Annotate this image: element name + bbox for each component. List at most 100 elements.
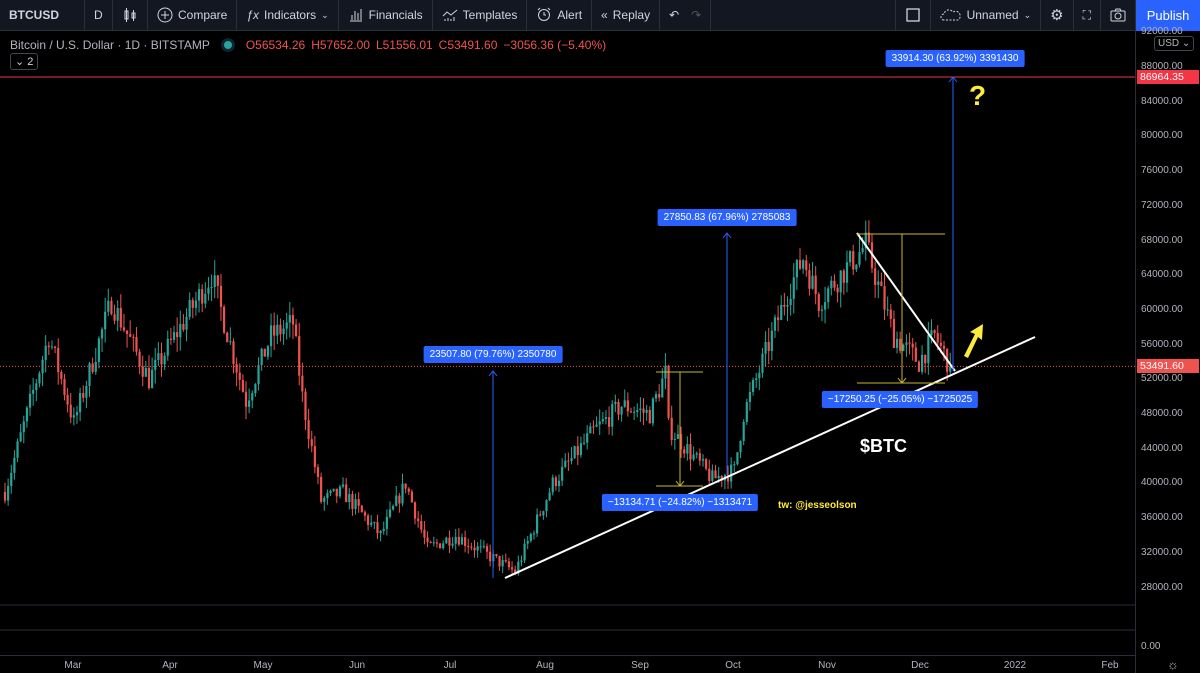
candle-body	[69, 404, 72, 418]
candle-body	[679, 434, 683, 450]
redo-icon[interactable]: ↷	[691, 8, 702, 22]
candle-body	[845, 262, 849, 283]
candle-body	[213, 275, 216, 287]
candle-body	[392, 505, 395, 510]
candle-body	[573, 446, 576, 458]
candle-body	[542, 511, 545, 516]
candle-body	[933, 330, 936, 333]
candle-body	[470, 546, 473, 548]
price-tick: 32000.00	[1141, 546, 1183, 558]
candle-body	[670, 417, 673, 440]
candle-body	[498, 555, 501, 567]
candle-body	[582, 442, 586, 444]
chart-type-button[interactable]	[113, 0, 148, 31]
financials-button[interactable]: Financials	[339, 0, 433, 31]
candle-body	[28, 393, 32, 408]
candle-body	[523, 543, 526, 561]
interval-button[interactable]: D	[85, 0, 113, 31]
candle-body	[886, 309, 889, 311]
time-tick: Mar	[64, 660, 82, 671]
candle-body	[811, 275, 814, 289]
candle-body	[363, 512, 367, 516]
candle-body	[792, 277, 795, 299]
candle-body	[808, 270, 811, 289]
candle-body	[94, 361, 97, 372]
symbol-search-button[interactable]: BTCUSD	[0, 0, 85, 31]
publish-button[interactable]: Publish	[1136, 0, 1200, 31]
candle-body	[442, 543, 445, 549]
candle-body	[676, 434, 680, 439]
candle-body	[345, 484, 348, 503]
candle-body	[248, 400, 251, 407]
price-axis[interactable]: USD ⌄ 92000.00 88000.00 84000.00 80000.00 76…	[1135, 26, 1200, 673]
compare-button[interactable]: Compare	[148, 0, 238, 31]
candle-body	[514, 569, 517, 574]
layout-button[interactable]	[896, 0, 931, 31]
candle-body	[107, 300, 110, 312]
candle-body	[686, 444, 689, 454]
candle-body	[507, 561, 511, 568]
alert-button[interactable]: Alert	[527, 0, 593, 31]
candle-body	[160, 353, 163, 365]
candle-body	[216, 275, 219, 286]
candle-body	[320, 476, 323, 502]
candle-body	[251, 393, 254, 401]
candle-body	[32, 389, 35, 394]
candle-body	[695, 453, 698, 455]
candle-body	[604, 417, 608, 420]
candle-body	[366, 515, 370, 525]
candle-body	[445, 537, 448, 544]
candle-body	[266, 346, 270, 357]
snapshot-button[interactable]	[1101, 0, 1136, 31]
undo-icon[interactable]: ↶	[669, 8, 680, 22]
price-label: 53491.60	[1137, 359, 1199, 374]
candle-body	[698, 453, 701, 461]
fx-icon: ƒx	[246, 8, 260, 22]
candle-body	[495, 554, 498, 556]
candle-body	[689, 444, 692, 460]
symbol-legend: Bitcoin / U.S. Dollar · 1D · BITSTAMP O5…	[10, 38, 606, 52]
measure-label-1: 23507.80 (79.76%) 2350780	[423, 346, 563, 363]
candle-body	[22, 421, 25, 433]
candle-body	[564, 460, 567, 467]
candle-body	[291, 315, 295, 325]
candle-body	[902, 344, 905, 351]
measure-label-5: −17250.25 (−25.05%) −1725025	[821, 391, 979, 408]
candle-body	[802, 260, 805, 269]
replay-button[interactable]: «Replay	[592, 0, 661, 31]
indicators-button[interactable]: ƒx Indicators ⌄	[237, 0, 339, 31]
candle-body	[97, 338, 100, 362]
layout-name-button[interactable]: Unnamed ⌄	[931, 0, 1042, 31]
candle-body	[169, 338, 172, 340]
fullscreen-button[interactable]: ⛶	[1074, 0, 1101, 31]
arrow-up-icon	[948, 76, 958, 83]
symbol-title: Bitcoin / U.S. Dollar · 1D · BITSTAMP	[10, 38, 210, 52]
candle-body	[726, 475, 730, 482]
currency-selector[interactable]: USD ⌄	[1154, 36, 1195, 51]
candle-body	[733, 464, 736, 466]
candle-body	[116, 308, 119, 321]
arrow-up-icon	[722, 232, 732, 239]
candle-body	[288, 315, 291, 323]
collapse-indicators-button[interactable]: ⌄ 2	[10, 53, 39, 70]
top-toolbar: BTCUSD D Compare ƒx Indicators ⌄ Financial…	[0, 0, 1200, 31]
axis-settings-icon[interactable]: ☼	[1167, 657, 1179, 672]
candle-body	[705, 459, 708, 469]
settings-button[interactable]: ⚙	[1041, 0, 1074, 31]
plus-circle-icon	[157, 7, 173, 23]
templates-button[interactable]: Templates	[433, 0, 528, 31]
candle-body	[398, 495, 401, 504]
candle-body	[467, 545, 470, 547]
candle-body	[395, 495, 398, 506]
candle-body	[526, 540, 529, 544]
candle-body	[836, 287, 839, 293]
candle-body	[338, 486, 342, 497]
candle-body	[805, 260, 808, 271]
candle-body	[241, 379, 244, 392]
pane-tick: 0.00	[1141, 641, 1161, 652]
time-axis[interactable]: Mar Apr May Jun Jul Aug Sep Oct Nov Dec 2022 Feb	[0, 655, 1135, 673]
candle-body	[658, 394, 661, 398]
price-chart[interactable]	[0, 31, 1135, 655]
price-tick: 88000.00	[1141, 61, 1183, 72]
candle-body	[88, 363, 91, 386]
